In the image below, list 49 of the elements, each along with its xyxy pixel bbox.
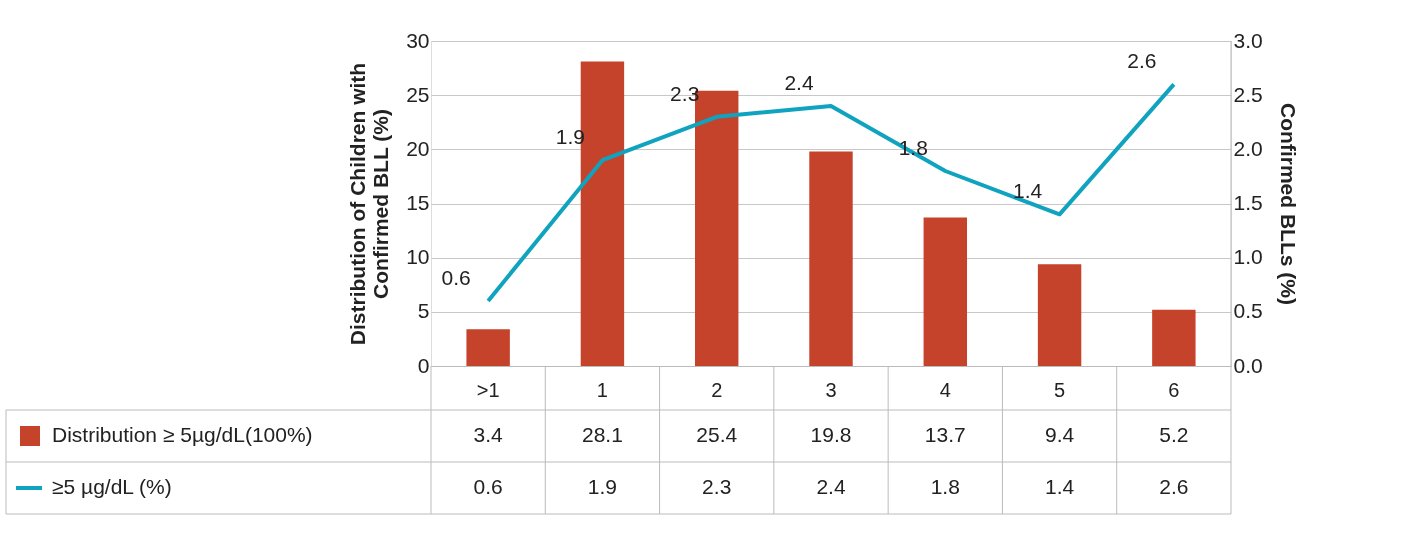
- data-label: 0.6: [473, 475, 503, 498]
- x-tick-label: >1: [476, 378, 500, 401]
- legend-label: Distribution ≥ 5µg/dL(100%): [52, 423, 313, 446]
- data-label: 9.4: [1044, 423, 1075, 446]
- data-label: 19.8: [810, 423, 852, 446]
- y2-tick-label: 1.0: [1233, 245, 1263, 269]
- text: 2.3: [670, 81, 700, 105]
- y-tick-label: 20: [406, 136, 430, 160]
- y2-tick-label: 1.5: [1233, 191, 1263, 214]
- x-tick-label: 4: [939, 378, 951, 401]
- y-tick-label: 15: [406, 191, 430, 214]
- y2-tick-label: 2.0: [1233, 136, 1263, 160]
- text: 2.4: [784, 71, 814, 94]
- y2-tick-label: 0.5: [1233, 299, 1263, 323]
- data-label: 1.8: [930, 475, 960, 498]
- x-tick-label: 2: [711, 378, 723, 401]
- y-tick-label: 5: [417, 299, 430, 323]
- bar: [466, 329, 510, 366]
- data-label: 5.2: [1159, 423, 1189, 446]
- x-tick-label: 6: [1168, 378, 1180, 401]
- data-label: 28.1: [581, 423, 623, 446]
- data-label: 2.4: [816, 475, 846, 498]
- bar: [1037, 264, 1082, 366]
- x-tick-label: 5: [1054, 378, 1066, 401]
- text: 2.6: [1127, 49, 1157, 73]
- bar: [923, 217, 967, 366]
- y-tick-label: 25: [406, 82, 430, 106]
- y2-tick-label: 3.0: [1233, 28, 1263, 52]
- text: 1.4: [1012, 179, 1043, 203]
- y2-axis-title: Confirmed BLLs (%): [1276, 103, 1300, 305]
- y-tick-label: 10: [406, 245, 430, 269]
- y-tick-label: 0: [417, 353, 430, 377]
- data-label: 3.4: [473, 423, 504, 446]
- y2-tick-label: 0.0: [1233, 353, 1263, 377]
- data-label: 1.9: [587, 475, 618, 498]
- bar: [809, 151, 853, 366]
- data-label: 25.4: [696, 423, 738, 446]
- data-label: 13.7: [924, 423, 966, 446]
- x-tick-label: 3: [825, 378, 837, 401]
- bar: [1152, 309, 1196, 366]
- y-axis-title: Distribution of Children with Confirmed BLL (%): [346, 62, 393, 346]
- x-tick-label: 1: [596, 378, 608, 401]
- y2-tick-label: 2.5: [1233, 82, 1263, 106]
- legend-label: ≥5 µg/dL (%): [52, 475, 172, 498]
- y-tick-label: 30: [406, 28, 430, 52]
- data-label: 2.6: [1159, 475, 1189, 498]
- data-label: 1.4: [1044, 475, 1075, 498]
- data-label: 2.3: [702, 475, 732, 498]
- text: 0.6: [441, 266, 471, 289]
